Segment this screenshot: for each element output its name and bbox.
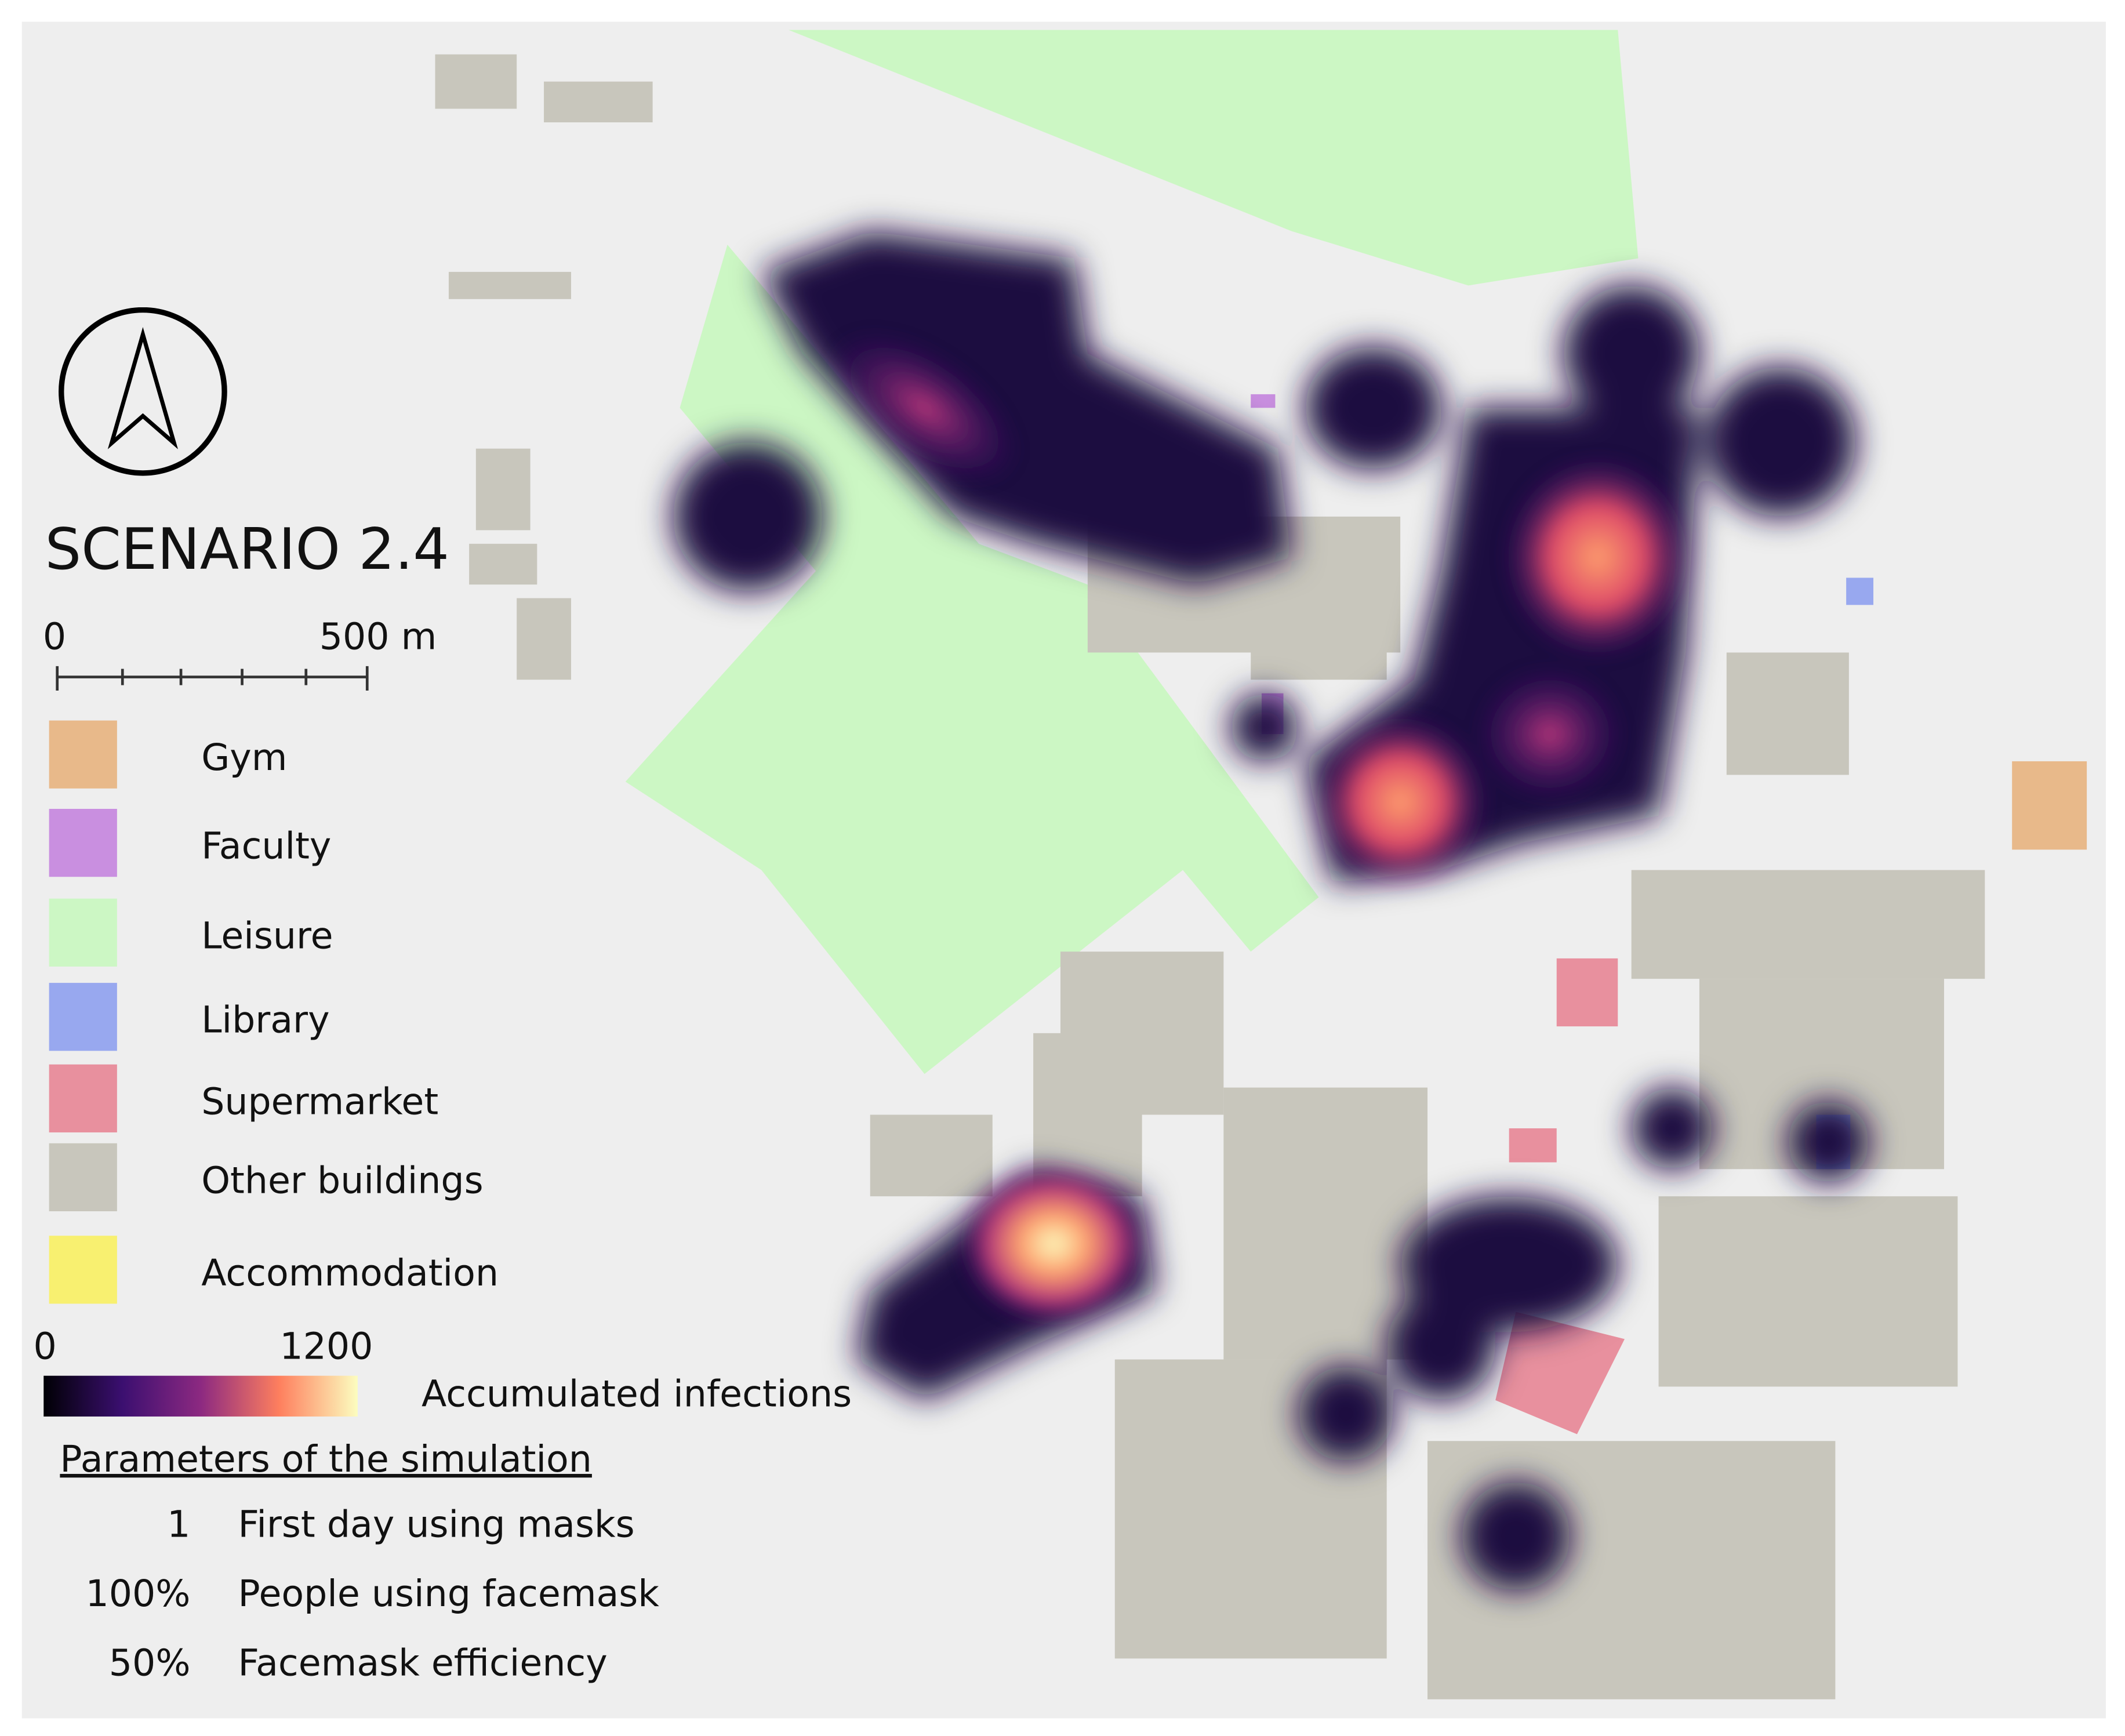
parameters: 1 First day using masks 100% People using f… <box>85 1503 659 1684</box>
colorbar <box>43 1375 358 1417</box>
legend-swatch <box>49 898 117 967</box>
other-buildings <box>435 54 1985 1699</box>
scale-bar <box>56 666 369 691</box>
colorbar-label: Accumulated infections <box>422 1372 852 1415</box>
legend-label: Accommodation <box>201 1251 499 1294</box>
scale-start: 0 <box>43 615 66 658</box>
north-arrow <box>59 307 227 476</box>
legend-label: Library <box>201 998 329 1041</box>
parameter-label: People using facemask <box>238 1572 660 1615</box>
parameters-heading: Parameters of the simulation <box>60 1437 592 1480</box>
heatmap <box>673 231 1869 1591</box>
leisure-areas <box>625 30 1639 1074</box>
legend-swatch <box>49 1143 117 1212</box>
legend-label: Leisure <box>201 914 333 957</box>
legend-swatch <box>49 809 117 877</box>
legend: Gym Faculty Leisure Library Supermarket Other… <box>49 720 499 1304</box>
legend-label: Gym <box>201 736 287 779</box>
legend-label: Faculty <box>201 825 331 867</box>
legend-swatch <box>49 720 117 789</box>
scenario-title: SCENARIO 2.4 <box>45 517 449 583</box>
legend-swatch <box>49 1064 117 1133</box>
parameter-label: First day using masks <box>238 1503 635 1546</box>
legend-label: Supermarket <box>201 1080 438 1123</box>
parameter-label: Facemask efficiency <box>238 1641 608 1684</box>
colorbar-max: 1200 <box>279 1324 373 1367</box>
parameter-value: 100% <box>85 1572 190 1615</box>
parameter-value: 1 <box>167 1503 190 1546</box>
colorbar-min: 0 <box>33 1324 56 1367</box>
legend-swatch <box>49 983 117 1051</box>
legend-swatch <box>49 1236 117 1304</box>
parameter-value: 50% <box>109 1641 191 1684</box>
scale-end: 500 m <box>319 615 437 658</box>
legend-label: Other buildings <box>201 1158 483 1201</box>
